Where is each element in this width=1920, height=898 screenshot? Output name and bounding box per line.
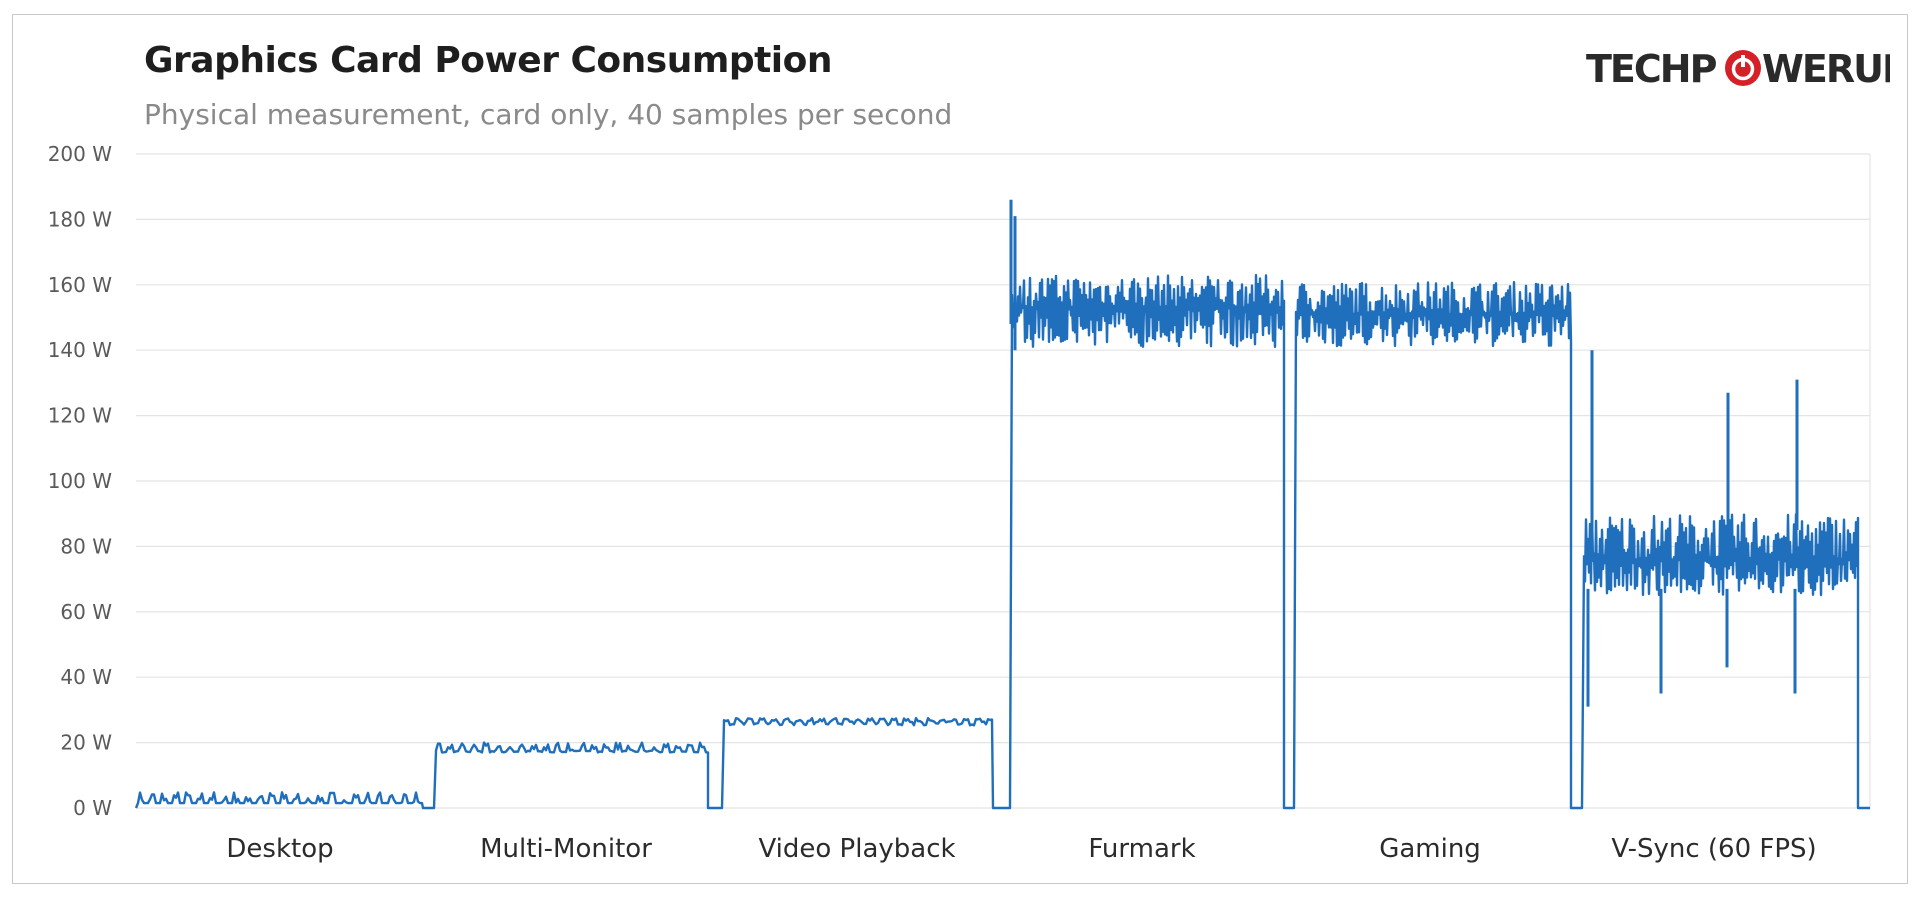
x-category-label: Furmark bbox=[1088, 834, 1195, 864]
x-category-label: Video Playback bbox=[758, 834, 955, 864]
chart-subtitle: Physical measurement, card only, 40 samp… bbox=[144, 98, 953, 131]
x-category-label: Gaming bbox=[1379, 834, 1481, 864]
x-category-label: Multi-Monitor bbox=[480, 834, 652, 864]
svg-text:TECHP: TECHP bbox=[1586, 47, 1717, 91]
x-category-label: V-Sync (60 FPS) bbox=[1611, 834, 1816, 864]
y-tick-label: 200 W bbox=[48, 142, 113, 166]
y-tick-label: 60 W bbox=[60, 600, 112, 624]
x-category-label: Desktop bbox=[226, 834, 333, 864]
y-tick-label: 180 W bbox=[48, 207, 113, 231]
y-tick-label: 100 W bbox=[48, 469, 113, 493]
chart-title: Graphics Card Power Consumption bbox=[144, 40, 833, 81]
y-tick-label: 120 W bbox=[48, 404, 113, 428]
y-tick-label: 80 W bbox=[60, 534, 112, 558]
svg-text:WERUP: WERUP bbox=[1762, 47, 1890, 91]
y-tick-label: 140 W bbox=[48, 338, 113, 362]
y-tick-label: 0 W bbox=[73, 796, 112, 820]
techpowerup-logo: TECHP WERUP bbox=[1586, 47, 1890, 91]
y-tick-label: 40 W bbox=[60, 665, 112, 689]
y-tick-label: 160 W bbox=[48, 273, 113, 297]
y-tick-label: 20 W bbox=[60, 731, 112, 755]
power-series-line bbox=[134, 273, 1870, 810]
